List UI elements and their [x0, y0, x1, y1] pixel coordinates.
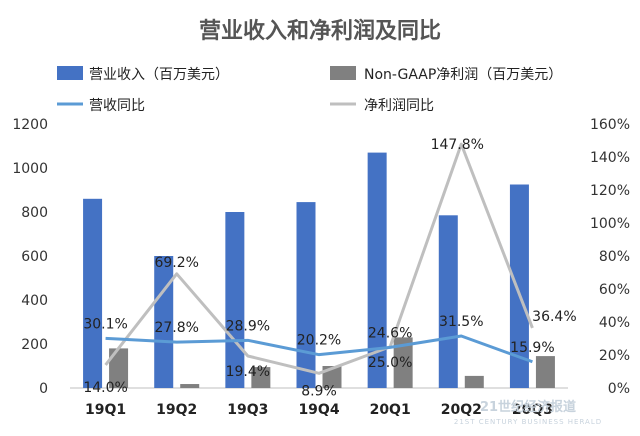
- x-tick-label: 19Q1: [85, 402, 126, 418]
- bar-net-profit: [251, 367, 271, 388]
- x-axis-categories: 19Q1 19Q2 19Q3 19Q4 20Q1 20Q2 20Q3: [85, 402, 553, 418]
- y-left-tick-label: 1000: [12, 161, 48, 177]
- y-right-tick-label: 160%: [590, 117, 630, 133]
- bar-net-profit: [535, 356, 555, 388]
- chart-title: 营业收入和净利润及同比: [199, 18, 441, 44]
- x-tick-label: 20Q3: [512, 402, 553, 418]
- bar-revenue: [367, 152, 387, 388]
- y-right-tick-label: 0%: [608, 381, 630, 397]
- bar-net-profit: [464, 375, 484, 388]
- y-left-tick-label: 600: [21, 249, 48, 265]
- x-tick-label: 20Q1: [370, 402, 411, 418]
- y-left-tick-label: 1200: [12, 117, 48, 133]
- x-tick-label: 19Q4: [298, 402, 339, 418]
- data-label-revenue-yoy: 30.1%: [83, 316, 127, 332]
- data-label-revenue-yoy: 28.9%: [226, 318, 270, 334]
- data-label-revenue-yoy: 24.6%: [368, 325, 412, 341]
- y-right-tick-label: 80%: [599, 249, 630, 265]
- line-profit-yoy: [104, 142, 534, 375]
- data-label-revenue-yoy: 27.8%: [154, 320, 198, 336]
- legend-swatch-revenue: [57, 66, 83, 80]
- bar-revenue: [154, 256, 174, 388]
- bar-revenue: [225, 212, 245, 388]
- bar-revenue: [296, 202, 316, 388]
- legend-swatch-net-profit: [330, 66, 356, 80]
- watermark-text: 21世纪经济报道: [480, 399, 576, 415]
- line-revenue-yoy: [105, 334, 533, 364]
- x-tick-label: 19Q2: [156, 402, 197, 418]
- watermark: 21世纪经济报道 21ST CENTURY BUSINESS HERALD: [454, 399, 602, 426]
- legend-label-profit-yoy: 净利润同比: [364, 98, 434, 114]
- data-label-profit-yoy: 19.4%: [226, 364, 270, 380]
- y-right-tick-label: 20%: [599, 348, 630, 364]
- y-right-tick-label: 140%: [590, 150, 630, 166]
- data-label-revenue-yoy: 31.5%: [439, 314, 483, 330]
- data-label-profit-yoy: 147.8%: [431, 137, 484, 153]
- legend-label-net-profit: Non-GAAP净利润（百万美元）: [364, 67, 562, 83]
- y-axis-right: 0% 20% 40% 60% 80% 100% 120% 140% 160%: [590, 117, 630, 397]
- bar-revenue: [509, 184, 529, 388]
- y-right-tick-label: 40%: [599, 315, 630, 331]
- data-label-profit-yoy: 14.0%: [83, 380, 127, 396]
- bar-net-profit: [109, 348, 129, 388]
- data-label-profit-yoy: 25.0%: [368, 355, 412, 371]
- y-left-tick-label: 400: [21, 293, 48, 309]
- y-left-tick-label: 800: [21, 205, 48, 221]
- y-right-tick-label: 60%: [599, 282, 630, 298]
- data-label-revenue-yoy: 15.9%: [510, 340, 554, 356]
- lines: [104, 142, 534, 375]
- legend-label-revenue-yoy: 营收同比: [89, 98, 145, 114]
- data-label-profit-yoy: 69.2%: [154, 255, 198, 271]
- x-tick-label: 19Q3: [227, 402, 268, 418]
- data-label-profit-yoy: 36.4%: [532, 309, 576, 325]
- bars: [83, 152, 555, 388]
- y-left-tick-label: 200: [21, 337, 48, 353]
- watermark-subtext: 21ST CENTURY BUSINESS HERALD: [454, 418, 602, 426]
- data-label-profit-yoy: 8.9%: [301, 383, 337, 399]
- bar-revenue: [83, 198, 103, 388]
- y-left-tick-label: 0: [39, 381, 48, 397]
- data-label-revenue-yoy: 20.2%: [297, 333, 341, 349]
- x-tick-label: 20Q2: [441, 402, 482, 418]
- legend: 营业收入（百万美元） Non-GAAP净利润（百万美元） 营收同比 净利润同比: [57, 66, 562, 114]
- bar-net-profit: [180, 384, 200, 388]
- data-labels: 30.1% 27.8% 28.9% 20.2% 24.6% 31.5% 15.9% 14.0%…: [83, 137, 576, 399]
- legend-label-revenue: 营业收入（百万美元）: [89, 67, 229, 83]
- y-right-tick-label: 120%: [590, 183, 630, 199]
- bar-revenue: [438, 215, 458, 388]
- y-axis-left: 0 200 400 600 800 1000 1200: [12, 117, 48, 397]
- bar-net-profit: [393, 337, 413, 388]
- y-right-tick-label: 100%: [590, 216, 630, 232]
